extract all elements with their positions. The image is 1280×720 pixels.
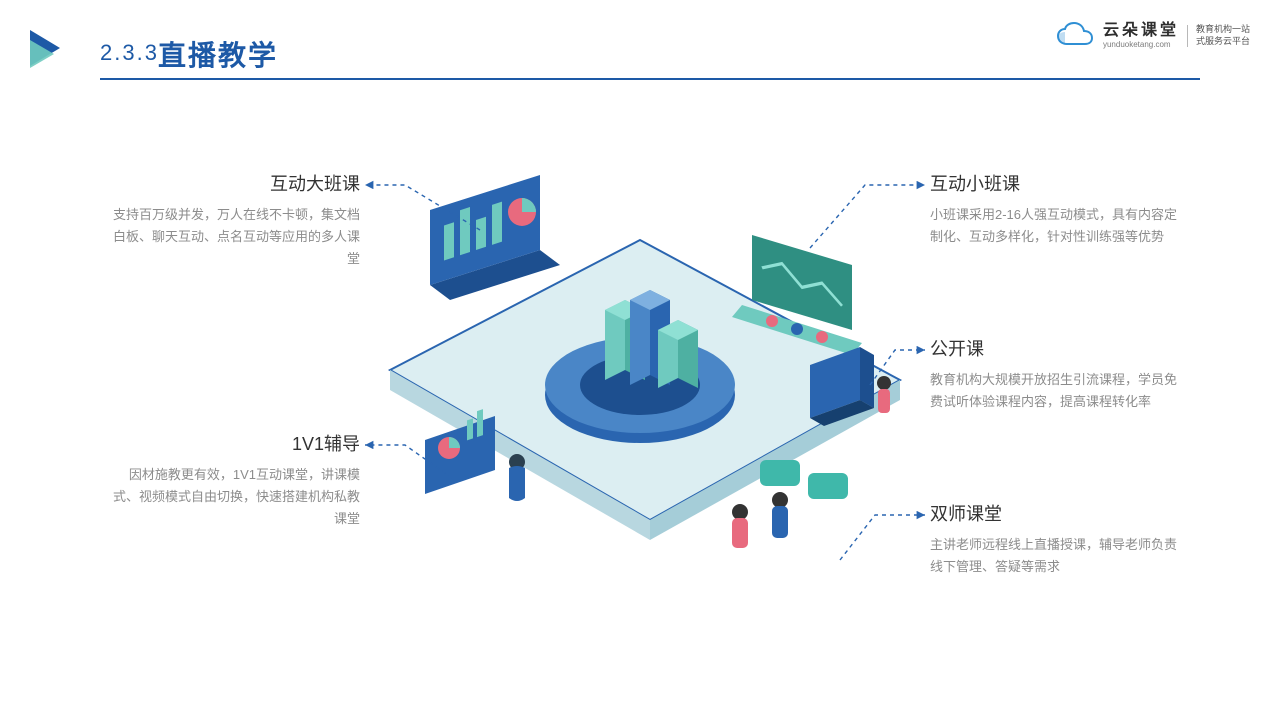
- feature-1v1: 1V1辅导 因材施教更有效，1V1互动课堂，讲课模式、视频模式自由切换，快速搭建…: [110, 430, 360, 530]
- logo-tagline: 教育机构一站 式服务云平台: [1196, 24, 1250, 47]
- feature-body: 支持百万级并发，万人在线不卡顿，集文档白板、聊天互动、点名互动等应用的多人课堂: [110, 204, 360, 270]
- section-title: 直播教学: [158, 34, 278, 74]
- feature-body: 主讲老师远程线上直播授课，辅导老师负责线下管理、答疑等需求: [930, 534, 1180, 578]
- feature-small-class: 互动小班课 小班课采用2-16人强互动模式，具有内容定制化、互动多样化，针对性训…: [930, 170, 1180, 248]
- feature-title: 互动小班课: [930, 170, 1180, 196]
- feature-body: 因材施教更有效，1V1互动课堂，讲课模式、视频模式自由切换，快速搭建机构私教课堂: [110, 464, 360, 530]
- cloud-icon: [1055, 22, 1097, 50]
- central-isometric-illustration: [380, 180, 900, 600]
- feature-title: 1V1辅导: [110, 430, 360, 456]
- analytics-panel-icon: [430, 175, 560, 300]
- logo-separator: [1187, 25, 1188, 47]
- feature-body: 小班课采用2-16人强互动模式，具有内容定制化、互动多样化，针对性训练强等优势: [930, 204, 1180, 248]
- section-number: 2.3.3: [100, 40, 159, 66]
- logo-text-cn: 云朵课堂: [1103, 23, 1179, 39]
- logo-text-url: yunduoketang.com: [1103, 41, 1179, 49]
- feature-title: 双师课堂: [930, 500, 1180, 526]
- brand-logo: 云朵课堂 yunduoketang.com 教育机构一站 式服务云平台: [1055, 22, 1250, 50]
- feature-dual-teacher: 双师课堂 主讲老师远程线上直播授课，辅导老师负责线下管理、答疑等需求: [930, 500, 1180, 578]
- feature-big-class: 互动大班课 支持百万级并发，万人在线不卡顿，集文档白板、聊天互动、点名互动等应用…: [110, 170, 360, 270]
- header-rule: [100, 78, 1200, 80]
- feature-open-class: 公开课 教育机构大规模开放招生引流课程，学员免费试听体验课程内容，提高课程转化率: [930, 335, 1180, 413]
- feature-title: 互动大班课: [110, 170, 360, 196]
- feature-body: 教育机构大规模开放招生引流课程，学员免费试听体验课程内容，提高课程转化率: [930, 369, 1180, 413]
- feature-title: 公开课: [930, 335, 1180, 361]
